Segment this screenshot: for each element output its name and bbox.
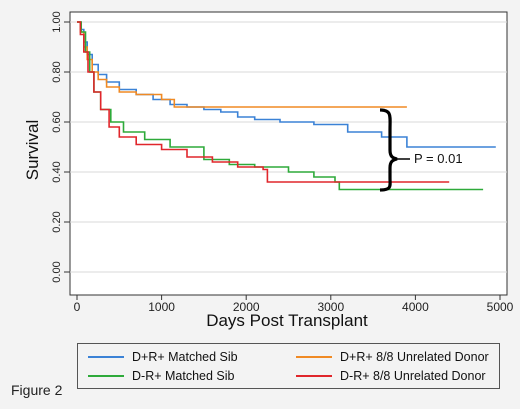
- y-axis: 0.00 0.20 0.40 0.60 0.80 1.00: [51, 11, 70, 283]
- legend-item-dprp-urd: D+R+ 8/8 Unrelated Donor: [296, 350, 489, 364]
- legend-swatch: [88, 375, 124, 377]
- legend-label: D-R+ 8/8 Unrelated Donor: [340, 369, 486, 383]
- x-axis-label: Days Post Transplant: [206, 311, 368, 330]
- legend-swatch: [88, 356, 124, 358]
- x-tick-label: 1000: [148, 300, 175, 314]
- legend-label: D+R+ 8/8 Unrelated Donor: [340, 350, 489, 364]
- figure-label: Figure 2: [11, 382, 63, 398]
- legend-item-dprp-sib: D+R+ Matched Sib: [88, 350, 238, 364]
- y-axis-label: Survival: [23, 120, 42, 180]
- plot-area: [69, 11, 508, 296]
- series-line-3: [77, 21, 450, 183]
- grid: [70, 21, 507, 273]
- y-tick-label: 0.80: [51, 61, 63, 82]
- legend-item-dmrp-urd: D-R+ 8/8 Unrelated Donor: [296, 369, 486, 383]
- y-tick-label: 0.60: [51, 111, 63, 132]
- series-line-0: [77, 21, 496, 148]
- x-axis: 0 1000 2000 3000 4000 5000: [74, 295, 514, 314]
- series-lines: [77, 21, 496, 191]
- legend-label: D+R+ Matched Sib: [132, 350, 238, 364]
- pvalue-annotation: P = 0.01: [414, 151, 463, 166]
- x-tick-label: 0: [74, 300, 81, 314]
- legend-swatch: [296, 375, 332, 377]
- x-tick-label: 5000: [487, 300, 514, 314]
- legend-label: D-R+ Matched Sib: [132, 369, 235, 383]
- legend-swatch: [296, 356, 332, 358]
- x-tick-label: 2000: [233, 300, 260, 314]
- x-tick-label: 3000: [317, 300, 344, 314]
- y-tick-label: 0.00: [51, 261, 63, 282]
- series-line-2: [77, 21, 484, 191]
- y-tick-label: 0.40: [51, 161, 63, 182]
- y-tick-label: 1.00: [51, 11, 63, 32]
- legend: D+R+ Matched Sib D+R+ 8/8 Unrelated Dono…: [77, 343, 500, 389]
- legend-item-dmrp-sib: D-R+ Matched Sib: [88, 369, 234, 383]
- x-tick-label: 4000: [402, 300, 429, 314]
- y-tick-label: 0.20: [51, 211, 63, 232]
